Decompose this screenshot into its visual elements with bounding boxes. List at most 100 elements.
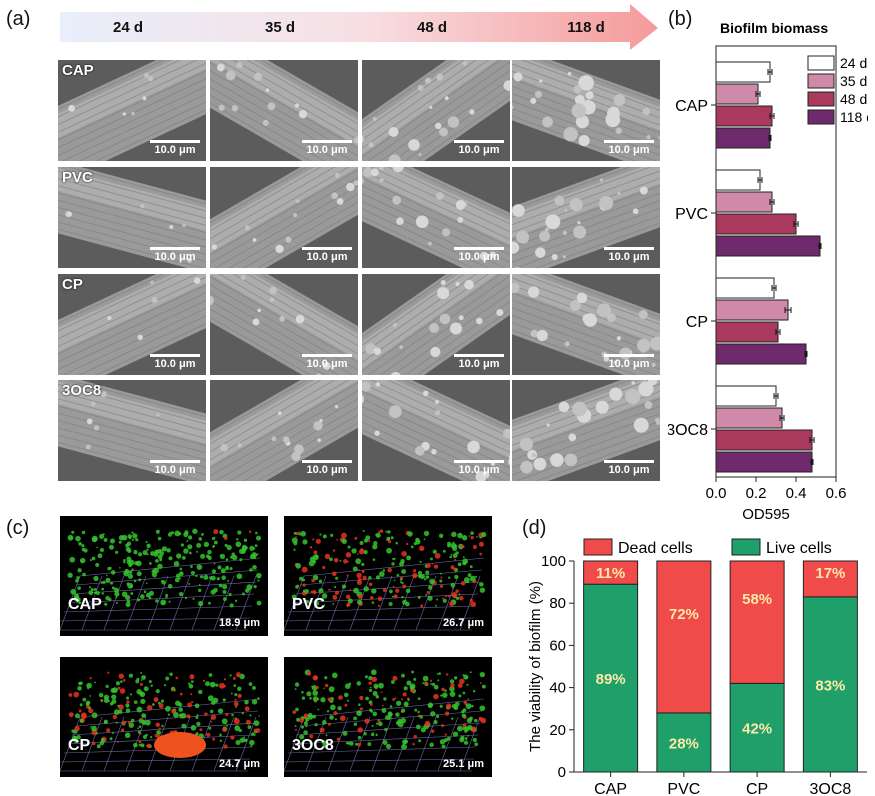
bar-cap-35d [715, 83, 759, 105]
legend-label: Live cells [766, 540, 832, 557]
clsm-thickness-pvc: 26.7 μm [443, 617, 484, 629]
clsm-image-cp: CP 24.7 μm [60, 657, 268, 777]
scale-bar: 10.0 μm [150, 354, 200, 370]
error-bar [769, 199, 775, 205]
legend-swatch [731, 538, 761, 556]
data-label-live: 28% [669, 735, 699, 752]
bar-pvc-35d [715, 191, 773, 213]
bar-3oc8-48d [715, 429, 813, 451]
x-tick-label: 0.0 [706, 485, 727, 502]
bar-3oc8-35d [715, 407, 783, 429]
clsm-image-cap: CAP 18.9 μm [60, 516, 268, 636]
sem-image-3oc8-48d: 10.0 μm [362, 380, 510, 481]
sem-image-cap-24d: CAP 10.0 μm [58, 60, 206, 161]
y-tick-label: 60 [549, 637, 566, 654]
bar-pvc-118d [715, 235, 821, 257]
timeline-label-48d: 48 d [416, 19, 447, 36]
sem-row-label-cp: CP [62, 276, 83, 293]
category-label-3oc8: 3OC8 [809, 781, 851, 796]
bar-3oc8-118d [715, 451, 813, 473]
bar-dead-3oc8 [802, 560, 858, 598]
y-tick-label: 100 [541, 553, 566, 570]
scale-bar-label: 10.0 μm [154, 144, 196, 156]
sem-image-3oc8-118d: 10.0 μm [512, 380, 660, 481]
x-tick-label: 0.6 [826, 485, 847, 502]
clsm-image-3oc8: 3OC8 25.1 μm [284, 657, 492, 777]
biofilm-biomass-chart: Biofilm biomass CAP PVC CP 3OC8 0.0 0.2 0.4 0.6… [668, 20, 868, 523]
bar-dead-cp [729, 560, 785, 684]
sem-image-pvc-24d: PVC 10.0 μm [58, 167, 206, 268]
panel-letter-c: (c) [6, 517, 30, 539]
data-label-live: 89% [596, 671, 626, 688]
scale-bar: 10.0 μm [604, 140, 654, 156]
red-cell-cluster [154, 732, 206, 758]
bar-live-3oc8 [802, 596, 858, 773]
error-bar [809, 437, 815, 443]
scale-bar-label: 10.0 μm [458, 464, 500, 476]
sem-image-cap-48d: 10.0 μm [362, 60, 510, 161]
error-bar [775, 329, 781, 335]
data-label-live: 83% [815, 677, 845, 694]
scale-bar-label: 10.0 μm [458, 358, 500, 370]
error-bar [804, 351, 808, 357]
timeline-label-35d: 35 d [264, 19, 295, 36]
legend-swatch [807, 91, 835, 107]
scale-bar-label: 10.0 μm [306, 358, 348, 370]
category-label-cp: CP [746, 781, 768, 796]
category-label-cap: CAP [675, 98, 708, 115]
bar-cp-48d [715, 321, 779, 343]
sem-image-cp-24d: CP 10.0 μm [58, 274, 206, 375]
sem-image-3oc8-24d: 3OC8 10.0 μm [58, 380, 206, 481]
biofilm-viability-chart: 89% 11% CAP 28% 72% PVC 42% 58% CP 83% 17% 3OC8 0 20 4… [527, 538, 867, 796]
scale-bar-label: 10.0 μm [458, 144, 500, 156]
scale-bar: 10.0 μm [604, 247, 654, 263]
error-bar [810, 459, 814, 465]
bar-cp-35d [715, 299, 789, 321]
bar-cap-48d [715, 105, 773, 127]
bar-cap-118d [715, 127, 771, 149]
scale-bar-label: 10.0 μm [154, 251, 196, 263]
scale-bar: 10.0 μm [150, 460, 200, 476]
scale-bar: 10.0 μm [454, 247, 504, 263]
legend-swatch [807, 109, 835, 125]
x-tick-label: 0.2 [746, 485, 767, 502]
error-bar [771, 285, 777, 291]
scale-bar-label: 10.0 μm [306, 251, 348, 263]
chart-b-title: Biofilm biomass [720, 20, 828, 36]
sem-row-label-3oc8: 3OC8 [62, 382, 102, 399]
bar-pvc-24d [715, 169, 761, 191]
legend-label: 35 d [840, 73, 867, 89]
bar-live-cap [583, 583, 639, 773]
legend-swatch [807, 73, 835, 89]
scale-bar-label: 10.0 μm [608, 464, 650, 476]
category-label-cp: CP [686, 314, 708, 331]
scale-bar: 10.0 μm [150, 140, 200, 156]
error-bar [757, 177, 763, 183]
clsm-thickness-cp: 24.7 μm [219, 758, 260, 770]
y-tick-label: 20 [549, 722, 566, 739]
scale-bar-label: 10.0 μm [458, 251, 500, 263]
sem-image-3oc8-35d: 10.0 μm [210, 380, 358, 481]
x-axis-label: OD595 [742, 506, 790, 523]
sem-image-cap-118d: 10.0 μm [512, 60, 660, 161]
data-label-dead: 72% [669, 606, 699, 623]
scale-bar: 10.0 μm [454, 140, 504, 156]
scale-bar-label: 10.0 μm [154, 464, 196, 476]
sem-image-cap-35d: 10.0 μm [210, 60, 358, 161]
legend-label: 24 d [840, 55, 867, 71]
legend-label: Dead cells [618, 540, 693, 557]
y-tick-label: 40 [549, 680, 566, 697]
error-bar [755, 91, 761, 97]
sem-image-cp-35d: 10.0 μm [210, 274, 358, 375]
error-bar [784, 307, 792, 313]
bar-live-cp [729, 682, 785, 773]
timeline-label-118d: 118 d [567, 19, 605, 36]
error-bar [768, 135, 772, 141]
y-tick-label: 80 [549, 595, 566, 612]
scale-bar: 10.0 μm [302, 247, 352, 263]
data-label-dead: 17% [815, 565, 845, 582]
sem-image-cp-48d: 10.0 μm [362, 274, 510, 375]
scale-bar-label: 10.0 μm [608, 144, 650, 156]
scale-bar: 10.0 μm [604, 460, 654, 476]
panel-letter-a: (a) [6, 8, 31, 30]
